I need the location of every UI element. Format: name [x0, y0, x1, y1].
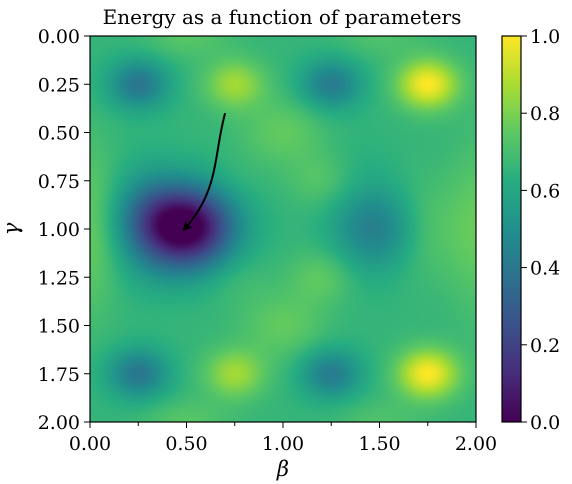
colorbar-tick-label: 1.0 [530, 26, 560, 48]
colorbar-tick-label: 0.6 [530, 180, 560, 202]
colorbar: 0.0 0.2 0.4 0.6 0.8 1.0 [501, 26, 560, 434]
heatmap-image [90, 36, 476, 422]
y-axis: 0.00 0.25 0.50 0.75 1.00 1.25 1.50 1.75 2.00 [38, 26, 90, 434]
x-tick-label: 2.00 [455, 433, 497, 455]
x-axis: 0.00 0.50 1.00 1.50 2.00 [69, 422, 497, 455]
y-tick-label: 0.25 [38, 74, 80, 96]
colorbar-tick-label: 0.0 [530, 412, 560, 434]
x-tick-label: 1.00 [262, 433, 304, 455]
x-axis-label: β [276, 457, 289, 481]
chart-title: Energy as a function of parameters [103, 5, 462, 29]
y-tick-label: 1.50 [38, 316, 80, 338]
y-tick-label: 1.75 [38, 364, 80, 386]
colorbar-tick-label: 0.8 [530, 103, 560, 125]
y-axis-label: γ [0, 222, 23, 235]
y-tick-label: 0.75 [38, 171, 80, 193]
y-tick-label: 1.25 [38, 267, 80, 289]
x-tick-label: 0.50 [165, 433, 207, 455]
plot-area [89, 35, 477, 423]
y-tick-label: 1.00 [38, 219, 80, 241]
x-tick-label: 0.00 [69, 433, 111, 455]
colorbar-tick-label: 0.2 [530, 335, 560, 357]
y-tick-label: 2.00 [38, 412, 80, 434]
x-tick-label: 1.50 [358, 433, 400, 455]
colorbar-gradient [502, 36, 521, 422]
y-tick-label: 0.50 [38, 123, 80, 145]
colorbar-tick-label: 0.4 [530, 258, 560, 280]
colorbar-frame [501, 35, 522, 423]
y-tick-label: 0.00 [38, 26, 80, 48]
annotation-arrow [182, 112, 227, 232]
